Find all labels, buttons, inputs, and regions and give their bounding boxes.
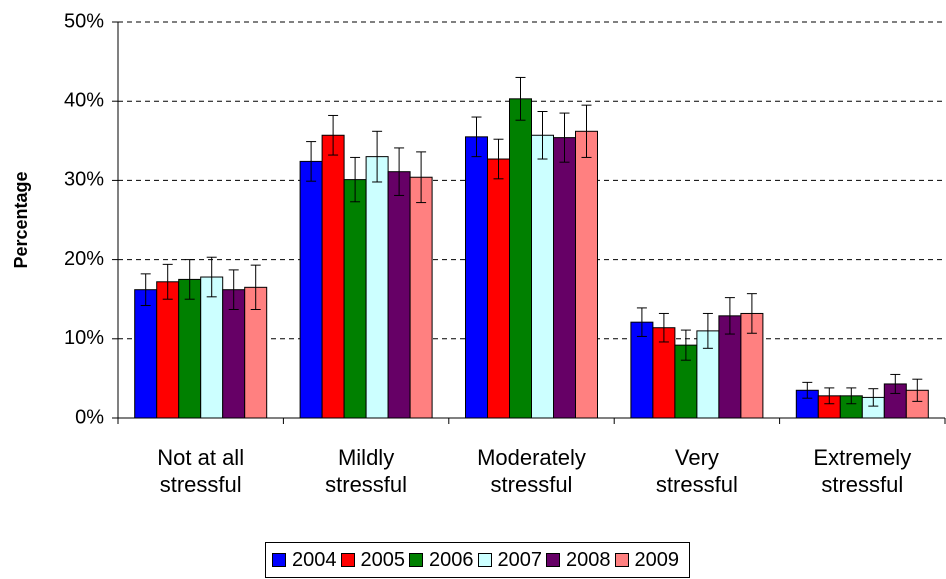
legend-item: 2007 [477,548,543,572]
bar [387,171,411,419]
bar [409,176,433,419]
legend-label: 2005 [360,548,406,571]
legend-swatch [477,553,492,567]
legend: 2004 2005 2006 2007 2008 2009 [265,542,690,578]
legend-swatch [546,553,560,567]
bar [365,156,389,419]
bar [531,134,554,419]
legend-item: 2009 [614,548,680,572]
legend-item: 2008 [546,549,611,572]
bar [200,276,224,419]
bar [487,158,510,419]
x-tick-label: Very stressful [655,445,738,497]
y-tick-label: 0% [75,406,104,428]
legend-label: 2007 [497,548,543,571]
bar [321,134,345,419]
bar [178,278,202,419]
legend-swatch [272,553,286,567]
bar [575,130,598,419]
bar [465,136,488,419]
bar [134,289,158,419]
legend-swatch [409,553,423,567]
legend-label: 2006 [429,548,474,571]
y-tick-label: 30% [64,169,104,191]
legend-label: 2004 [292,548,337,571]
bar [509,98,532,419]
legend-swatch [340,553,355,567]
bar [343,179,367,419]
x-tick-label: Extremely stressful [813,445,912,497]
y-tick-label: 20% [64,248,104,270]
y-tick-label: 10% [64,327,104,349]
x-tick-label: Moderately stressful [477,445,586,497]
y-axis-label: Percentage [11,171,31,268]
legend-swatch [614,553,629,567]
legend-label: 2008 [566,548,611,571]
x-tick-label: Mildly stressful [325,445,408,497]
bar [553,137,576,419]
bar [156,281,180,419]
y-tick-label: 50% [64,10,104,32]
y-tick-label: 40% [64,89,104,111]
bar [299,160,323,419]
legend-item: 2004 [272,549,337,572]
x-tick-label: Not at all stressful [157,445,245,497]
legend-item: 2005 [340,548,406,572]
legend-label: 2009 [634,548,680,571]
legend-item: 2006 [409,549,474,572]
